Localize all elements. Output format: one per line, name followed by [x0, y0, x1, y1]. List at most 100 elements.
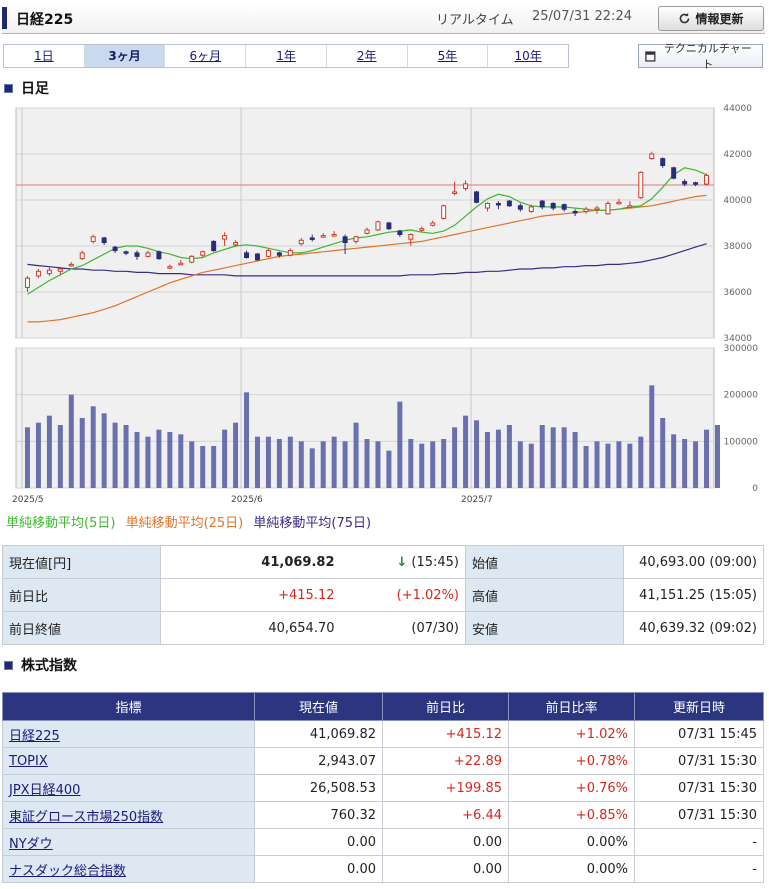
- tab-3m[interactable]: 3ヶ月: [84, 45, 166, 67]
- index-name-cell: 東証グロース市場250指数: [2, 801, 255, 829]
- down-arrow-icon: ↓: [396, 554, 408, 570]
- price-tick-label: 38000: [723, 242, 752, 252]
- candle-body: [200, 251, 206, 256]
- tab-10y[interactable]: 10年: [514, 49, 542, 63]
- candle-body: [211, 240, 217, 252]
- candle-body: [441, 205, 447, 219]
- tab-5y[interactable]: 5年: [408, 45, 489, 67]
- low-value: 40,639.32 (09:02): [623, 611, 764, 645]
- change-pct: (+1.02%): [340, 578, 466, 612]
- refresh-button[interactable]: 情報更新: [658, 6, 764, 31]
- index-link-growth250[interactable]: 東証グロース市場250指数: [9, 809, 164, 825]
- volume-bar: [430, 441, 436, 488]
- volume-bar: [123, 425, 129, 488]
- table-row: JPX日経400 26,508.53 +199.85 +0.76% 07/31 …: [2, 774, 764, 802]
- candle-body: [484, 202, 490, 209]
- candle-body: [156, 251, 162, 260]
- daily-heading: 日足: [4, 78, 49, 98]
- index-link-topix[interactable]: TOPIX: [9, 753, 48, 769]
- candle-body: [331, 234, 337, 237]
- high-value: 41,151.25 (15:05): [623, 578, 764, 612]
- volume-bar: [46, 415, 52, 488]
- volume-bar: [452, 427, 458, 488]
- col-header-change-pct: 前日比率: [508, 692, 635, 721]
- volume-bar: [375, 441, 381, 488]
- chart-legend: 単純移動平均(5日) 単純移動平均(25日) 単純移動平均(75日): [6, 512, 377, 531]
- volume-bar: [90, 406, 96, 488]
- volume-bar: [627, 443, 633, 488]
- index-name-cell: TOPIX: [2, 747, 255, 775]
- volume-bar: [178, 434, 184, 488]
- price-panel: 44000 42000 40000 38000 36000 34000: [15, 104, 752, 344]
- volume-bar: [244, 392, 250, 488]
- technical-chart-button[interactable]: テクニカルチャート: [638, 43, 763, 71]
- candle-body: [452, 191, 458, 194]
- index-value: 26,508.53: [254, 774, 383, 802]
- volume-bar: [682, 439, 688, 488]
- heading-square-icon: [4, 660, 13, 670]
- price-tick-label: 42000: [723, 150, 752, 160]
- volume-tick-label: 300000: [724, 344, 759, 354]
- tab-1y[interactable]: 1年: [246, 45, 327, 67]
- candle-body: [528, 206, 534, 213]
- candle-body: [342, 236, 348, 244]
- tab-1d[interactable]: 1日: [4, 45, 85, 67]
- col-header-index: 指標: [2, 692, 255, 721]
- current-label: 現在値[円]: [2, 545, 161, 579]
- index-link-nasdaq[interactable]: ナスダック総合指数: [9, 863, 127, 879]
- period-tabs: 1日 3ヶ月 6ヶ月 1年 2年 5年 10年: [3, 44, 569, 68]
- candle-body: [375, 221, 381, 231]
- tab-2y[interactable]: 2年: [327, 45, 408, 67]
- candle-body: [112, 246, 118, 252]
- volume-bar: [594, 441, 600, 488]
- candle-body: [539, 200, 545, 208]
- candle-body: [550, 202, 556, 209]
- volume-bar: [167, 432, 173, 488]
- index-link-nikkei225[interactable]: 日経225: [9, 728, 60, 744]
- candle-body: [419, 228, 425, 231]
- volume-bar: [419, 443, 425, 488]
- candle-body: [265, 250, 271, 257]
- volume-bar: [189, 441, 195, 488]
- tab-6m[interactable]: 6ヶ月: [165, 45, 247, 67]
- ma75-line: [27, 243, 707, 277]
- volume-bar: [441, 439, 447, 488]
- index-change: 0.00: [382, 855, 509, 883]
- index-change-pct: +0.85%: [508, 801, 635, 829]
- candle-body: [364, 229, 370, 234]
- candle-body: [506, 200, 512, 207]
- low-label: 安値: [465, 611, 624, 645]
- candle-body: [222, 235, 228, 240]
- prev-close-label: 前日終値: [2, 611, 161, 645]
- index-change-pct: +0.76%: [508, 774, 635, 802]
- volume-bar: [704, 429, 710, 488]
- volume-bar: [112, 422, 118, 488]
- page-title: 日経225: [16, 12, 74, 28]
- candle-body: [671, 167, 677, 179]
- indices-table: 指標 現在値 前日比 前日比率 更新日時 日経225 41,069.82 +41…: [2, 692, 764, 883]
- index-change-pct: 0.00%: [508, 855, 635, 883]
- candle-body: [627, 205, 633, 208]
- index-link-jpx400[interactable]: JPX日経400: [9, 782, 81, 798]
- index-updated: 07/31 15:30: [634, 774, 764, 802]
- volume-bar: [539, 425, 545, 488]
- quote-table: 現在値[円] 41,069.82 ↓ (15:45) 始値 40,693.00 (…: [2, 545, 764, 645]
- index-change: +199.85: [382, 774, 509, 802]
- volume-bar: [101, 413, 107, 488]
- candle-body: [660, 158, 666, 166]
- candle-body: [605, 202, 611, 215]
- candle-body: [561, 204, 567, 210]
- refresh-icon: [680, 12, 690, 24]
- volume-bar: [200, 446, 206, 488]
- index-link-nydow[interactable]: NYダウ: [9, 836, 53, 852]
- price-chart: 44000 42000 40000 38000 36000 34000 300000 200…: [12, 104, 759, 505]
- current-time-cell: ↓ (15:45): [340, 545, 466, 579]
- volume-bar: [331, 436, 337, 488]
- volume-bar: [145, 436, 151, 488]
- indices-heading: 株式指数: [4, 655, 77, 675]
- header-accent: [2, 7, 7, 29]
- candle-body: [320, 235, 326, 238]
- candle-body: [638, 171, 644, 199]
- heading-square-icon: [4, 83, 13, 93]
- indices-heading-text: 株式指数: [21, 658, 77, 674]
